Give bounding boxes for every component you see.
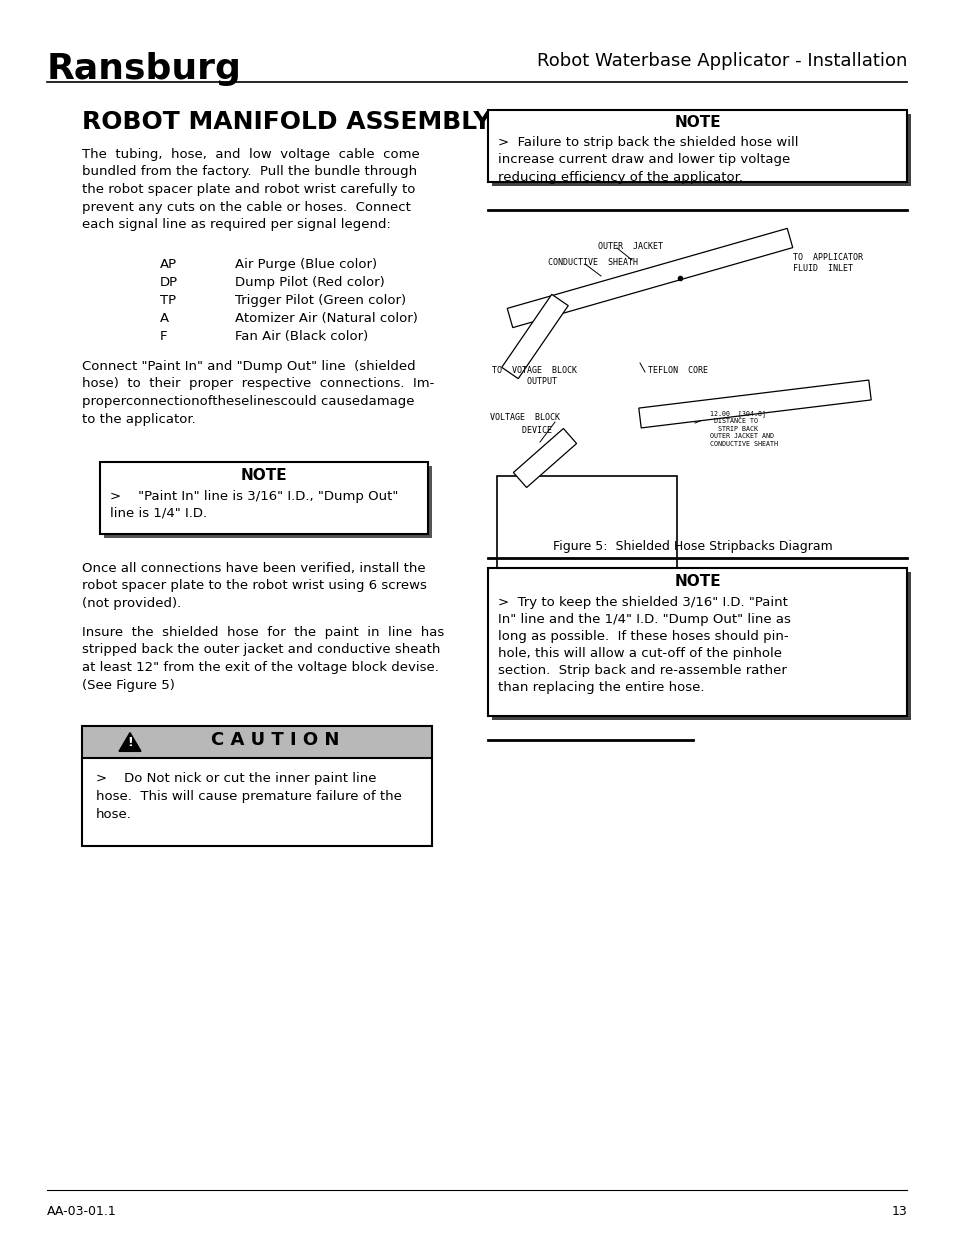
Text: >  Failure to strip back the shielded hose will
increase current draw and lower : > Failure to strip back the shielded hos…	[497, 136, 798, 184]
Text: >    Do Not nick or cut the inner paint line
hose.  This will cause premature fa: > Do Not nick or cut the inner paint lin…	[96, 772, 401, 821]
Text: The  tubing,  hose,  and  low  voltage  cable  come
bundled from the factory.  P: The tubing, hose, and low voltage cable …	[82, 148, 419, 231]
Bar	[497, 475, 677, 592]
Text: C A U T I O N: C A U T I O N	[211, 731, 339, 748]
Text: Figure 5:  Shielded Hose Stripbacks Diagram: Figure 5: Shielded Hose Stripbacks Diagr…	[553, 540, 832, 553]
Bar	[82, 758, 432, 846]
Text: VOLTAGE  BLOCK: VOLTAGE BLOCK	[490, 412, 559, 422]
Text: Robot Waterbase Applicator - Installation: Robot Waterbase Applicator - Installatio…	[536, 52, 906, 70]
Text: Dump Pilot (Red color): Dump Pilot (Red color)	[234, 275, 384, 289]
Text: Trigger Pilot (Green color): Trigger Pilot (Green color)	[234, 294, 406, 308]
Bar	[492, 572, 910, 720]
Text: NOTE: NOTE	[674, 574, 720, 589]
Text: Insure  the  shielded  hose  for  the  paint  in  line  has
stripped back the ou: Insure the shielded hose for the paint i…	[82, 626, 444, 692]
Text: Air Purge (Blue color): Air Purge (Blue color)	[234, 258, 376, 270]
Text: Atomizer Air (Natural color): Atomizer Air (Natural color)	[234, 312, 417, 325]
Text: NOTE: NOTE	[674, 115, 720, 130]
Text: DEVICE: DEVICE	[497, 426, 552, 435]
Text: ROBOT MANIFOLD ASSEMBLY: ROBOT MANIFOLD ASSEMBLY	[82, 110, 491, 135]
Text: NOTE: NOTE	[240, 468, 287, 483]
Bar	[492, 114, 910, 186]
Bar	[82, 726, 432, 758]
Text: A: A	[160, 312, 169, 325]
Text: Fan Air (Black color): Fan Air (Black color)	[234, 330, 368, 343]
Text: CONDUCTIVE  SHEATH: CONDUCTIVE SHEATH	[547, 258, 638, 267]
Polygon shape	[501, 294, 568, 379]
Text: DP: DP	[160, 275, 178, 289]
Text: Connect "Paint In" and "Dump Out" line  (shielded
hose)  to  their  proper  resp: Connect "Paint In" and "Dump Out" line (…	[82, 359, 434, 426]
Text: Ransburg: Ransburg	[47, 52, 242, 86]
Polygon shape	[119, 732, 141, 751]
Bar	[488, 568, 906, 716]
Bar	[104, 466, 432, 538]
Text: 12.00  [304.8]
 DISTANCE TO
  STRIP BACK
OUTER JACKET AND
CONDUCTIVE SHEATH: 12.00 [304.8] DISTANCE TO STRIP BACK OUT…	[709, 410, 778, 447]
Text: TO  VOTAGE  BLOCK
       OUTPUT: TO VOTAGE BLOCK OUTPUT	[492, 366, 577, 387]
Polygon shape	[639, 380, 870, 427]
Text: AA-03-01.1: AA-03-01.1	[47, 1205, 116, 1218]
Bar	[82, 726, 432, 846]
Text: TO  APPLICATOR
FLUID  INLET: TO APPLICATOR FLUID INLET	[792, 253, 862, 273]
Text: !: !	[127, 736, 132, 750]
Text: Once all connections have been verified, install the
robot spacer plate to the r: Once all connections have been verified,…	[82, 562, 426, 610]
Text: >  Try to keep the shielded 3/16" I.D. "Paint
In" line and the 1/4" I.D. "Dump O: > Try to keep the shielded 3/16" I.D. "P…	[497, 597, 790, 694]
Bar	[100, 462, 428, 534]
Polygon shape	[507, 228, 792, 327]
Text: AP: AP	[160, 258, 177, 270]
Polygon shape	[513, 429, 576, 488]
Text: F: F	[160, 330, 168, 343]
Text: TP: TP	[160, 294, 176, 308]
Bar	[488, 110, 906, 182]
Text: 13: 13	[890, 1205, 906, 1218]
Text: >    "Paint In" line is 3/16" I.D., "Dump Out"
line is 1/4" I.D.: > "Paint In" line is 3/16" I.D., "Dump O…	[110, 490, 398, 520]
Text: OUTER  JACKET: OUTER JACKET	[598, 242, 662, 251]
Text: TEFLON  CORE: TEFLON CORE	[647, 366, 707, 375]
